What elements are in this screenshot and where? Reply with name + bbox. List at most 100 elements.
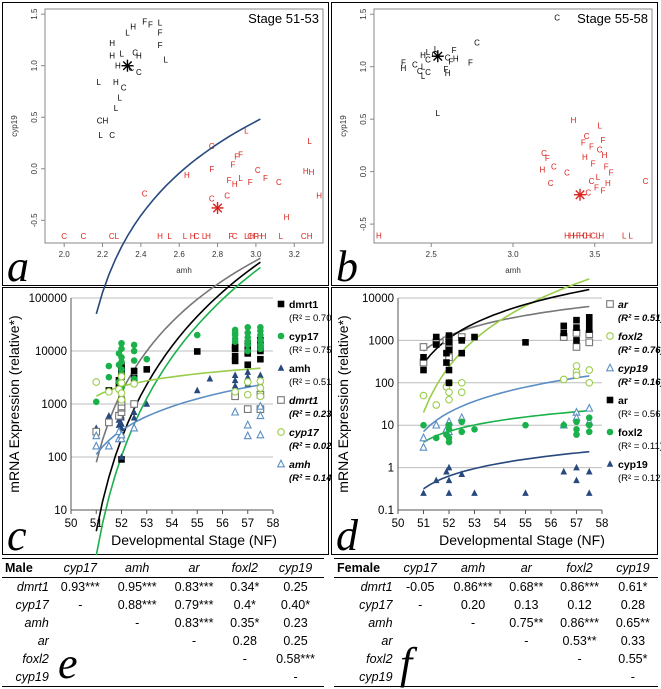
column-header: cyp19 — [278, 561, 313, 575]
centroid-marker — [211, 201, 224, 214]
data-point-label: L — [244, 232, 249, 241]
data-point-label: H — [582, 153, 588, 162]
data-point-label: L — [164, 56, 169, 65]
data-point — [445, 332, 453, 339]
table-row: foxl2 - 0.55* — [334, 650, 658, 668]
data-point-label: C — [445, 53, 451, 62]
table-cell: 0.68** — [509, 580, 544, 594]
legend-marker — [277, 300, 285, 308]
data-point — [256, 377, 265, 385]
data-point-label: H — [261, 232, 267, 241]
legend-series-name: foxl2 — [618, 427, 643, 439]
data-point — [130, 357, 138, 364]
trend-line — [95, 266, 261, 556]
data-point-label: C — [80, 232, 86, 241]
data-point-label: C — [474, 39, 480, 48]
x-tick-label: 56 — [545, 518, 558, 530]
data-point-label: F — [581, 138, 586, 147]
data-point-label: L — [158, 18, 163, 27]
data-point-label: L — [597, 121, 602, 130]
x-tick-label: 57 — [570, 518, 583, 530]
panel-label: b — [336, 242, 358, 291]
data-point-label: F — [234, 152, 239, 161]
data-point-label: C — [61, 232, 67, 241]
table-cell: 0.23 — [283, 616, 308, 630]
data-point-label: H — [115, 62, 121, 71]
data-point-label: F — [576, 232, 581, 241]
legend-series-name: foxl2 — [618, 331, 643, 343]
x-tick-label: 2.0 — [59, 250, 71, 259]
data-point-label: L — [421, 63, 426, 72]
data-point — [458, 470, 466, 477]
legend-r2: (R² = 0.14) — [289, 473, 335, 484]
legend-marker — [606, 300, 614, 308]
table-cell: 0.93*** — [60, 580, 100, 594]
data-point-label: C — [432, 50, 438, 59]
data-point — [117, 389, 126, 398]
legend-series-name: amh — [289, 459, 311, 471]
data-point — [458, 337, 466, 344]
data-point-label: H — [130, 23, 136, 32]
legend-r2: (R² = 0.75) — [289, 345, 335, 356]
data-point — [419, 442, 428, 451]
data-point-label: H — [598, 232, 604, 241]
data-point — [257, 355, 264, 363]
x-tick-label: 3.5 — [589, 250, 601, 259]
legend-marker — [606, 428, 614, 436]
data-point-label: L — [436, 109, 441, 118]
row-header: dmrt1 — [360, 580, 393, 594]
x-tick-label: 51 — [90, 518, 103, 530]
data-point — [432, 341, 440, 348]
data-point — [231, 352, 239, 360]
data-point — [419, 391, 428, 400]
data-point-label: L — [183, 232, 188, 241]
centroid-marker — [121, 59, 134, 72]
table-cell — [109, 632, 166, 650]
data-point — [445, 476, 453, 484]
data-point-label: H — [585, 232, 591, 241]
table-cell: 0.61* — [618, 580, 648, 594]
legend-marker — [277, 332, 285, 340]
centroid-ray — [122, 60, 133, 71]
data-point — [573, 431, 580, 438]
table-cell: - — [135, 616, 140, 630]
data-point-label: H — [401, 64, 407, 73]
table-cell — [445, 650, 501, 668]
data-point-label: CL — [109, 232, 120, 241]
data-point-label: H — [157, 232, 163, 241]
data-point — [118, 345, 125, 353]
panel-label-e: e — [58, 639, 78, 688]
data-point — [193, 331, 201, 339]
table-cell — [396, 614, 445, 632]
table-cell: - — [630, 670, 635, 684]
data-point — [130, 379, 138, 388]
data-point — [231, 387, 239, 396]
column-header: foxl2 — [566, 561, 593, 575]
column-header: cyp19 — [616, 561, 650, 575]
legend-r2: (R² = 0.23) — [289, 409, 335, 420]
chart-b-svg: 2.5 3.0 3.5 -0.5 0.0 0.5 1.0 1.5 amh cyp19 Stage 5… — [336, 8, 653, 291]
panel-label: a — [7, 242, 29, 291]
row-header: ar — [381, 634, 393, 648]
table-row: amh - 0.83*** 0.35* 0.23 — [2, 614, 324, 632]
x-tick-label: 58 — [596, 518, 609, 530]
x-tick-label: 52 — [443, 518, 456, 530]
table-cell: - — [577, 652, 582, 666]
data-point-label: F — [148, 20, 153, 29]
data-point-label: F — [229, 232, 234, 241]
table-cell — [166, 668, 223, 687]
x-tick-label: 3.0 — [507, 250, 519, 259]
data-point — [92, 398, 100, 406]
data-point — [118, 358, 125, 366]
data-point — [471, 426, 478, 433]
trend-line — [95, 118, 261, 315]
y-tick-label: 10 — [54, 505, 67, 517]
table-cell: 0.28 — [232, 634, 257, 648]
data-point — [572, 371, 581, 380]
x-tick-label: 55 — [519, 518, 532, 530]
data-point-label: F — [238, 150, 243, 159]
y-tick-label: 1000 — [41, 399, 67, 411]
plot-frame — [373, 8, 653, 244]
data-point — [585, 338, 594, 347]
data-point-label: F — [589, 142, 594, 151]
